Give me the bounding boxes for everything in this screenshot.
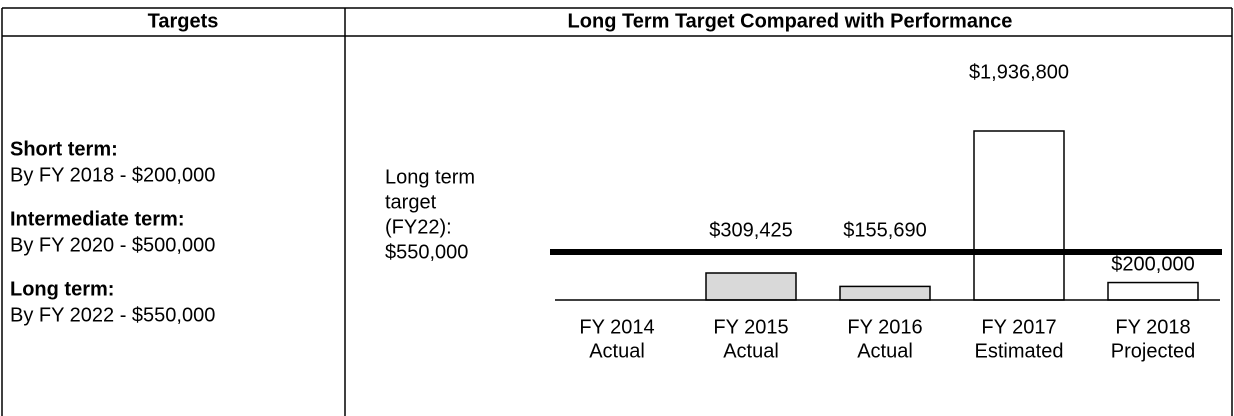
target-term: Long term: — [10, 278, 114, 300]
value-label: $155,690 — [843, 219, 926, 241]
header: Long Term Target Compared with Performan… — [568, 10, 1013, 32]
target-term: Short term: — [10, 138, 118, 160]
target-detail: By FY 2020 - $500,000 — [10, 234, 215, 256]
target-detail: By FY 2018 - $200,000 — [10, 164, 215, 186]
x-label-status: Actual — [857, 340, 913, 362]
target-detail: By FY 2022 - $550,000 — [10, 304, 215, 326]
target-label: (FY22): — [385, 216, 452, 238]
x-label-status: Estimated — [975, 340, 1064, 362]
x-label: FY 2017 — [981, 316, 1056, 338]
value-label: $200,000 — [1111, 253, 1194, 275]
bar — [839, 285, 931, 301]
value-label: $1,936,800 — [969, 61, 1069, 83]
x-label-status: Actual — [589, 340, 645, 362]
x-label: FY 2016 — [847, 316, 922, 338]
target-term: Intermediate term: — [10, 208, 185, 230]
bar — [705, 272, 797, 301]
table-frame — [1, 7, 1233, 416]
bar — [973, 130, 1065, 301]
x-label: FY 2014 — [579, 316, 654, 338]
target-label: target — [385, 191, 437, 213]
x-label-status: Projected — [1111, 340, 1196, 362]
header: Targets — [148, 10, 219, 32]
x-label: FY 2015 — [713, 316, 788, 338]
x-label-status: Actual — [723, 340, 779, 362]
target-value-label: $550,000 — [385, 241, 468, 263]
x-label: FY 2018 — [1115, 316, 1190, 338]
bar — [1107, 281, 1199, 301]
value-label: $309,425 — [709, 219, 792, 241]
target-label: Long term — [385, 166, 475, 188]
